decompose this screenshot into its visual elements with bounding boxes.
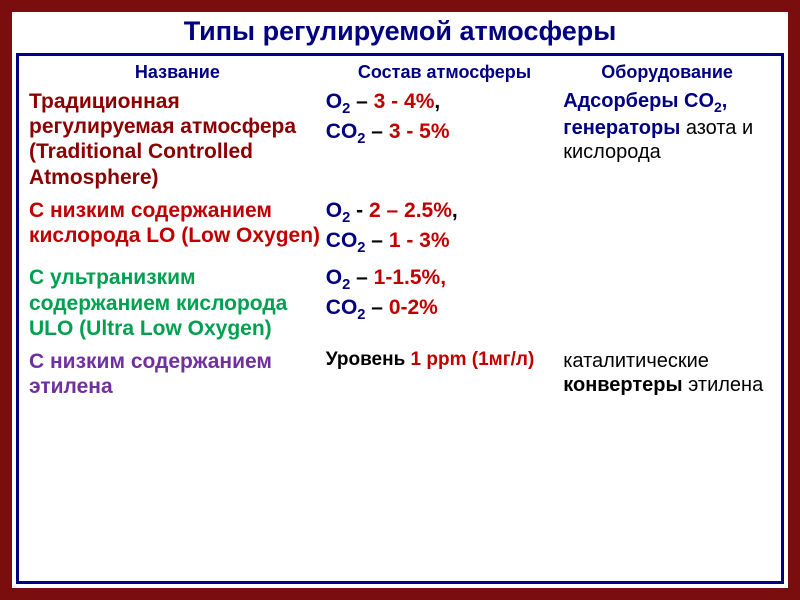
cell-composition: O2 – 1-1.5%,CO2 – 0-2% <box>326 265 563 341</box>
header-equipment: Оборудование <box>563 62 771 83</box>
cell-composition: O2 - 2 – 2.5%,CO2 – 1 - 3% <box>326 198 563 258</box>
cell-name: С ультранизким содержанием кислорода ULO… <box>29 265 326 341</box>
outer-frame: Типы регулируемой атмосферы Название Сос… <box>0 0 800 600</box>
cell-composition: Уровень 1 ppm (1мг/л) <box>326 349 563 399</box>
cell-name: Традиционная регулируемая атмосфера (Tra… <box>29 89 326 190</box>
cell-equipment: Адсорберы CO2, генераторы азота и кислор… <box>563 89 771 190</box>
table-row: С низким содержанием этиленаУровень 1 pp… <box>29 349 771 399</box>
table-body: Традиционная регулируемая атмосфера (Tra… <box>29 89 771 575</box>
table-row: Традиционная регулируемая атмосфера (Tra… <box>29 89 771 190</box>
header-composition: Состав атмосферы <box>326 62 563 83</box>
cell-equipment <box>563 265 771 341</box>
table-row: С низким содержанием кислорода LO (Low O… <box>29 198 771 258</box>
page-title: Типы регулируемой атмосферы <box>12 12 788 53</box>
table-header: Название Состав атмосферы Оборудование <box>29 62 771 89</box>
inner-frame: Название Состав атмосферы Оборудование Т… <box>16 53 784 584</box>
cell-equipment <box>563 198 771 258</box>
header-name: Название <box>29 62 326 83</box>
cell-name: С низким содержанием кислорода LO (Low O… <box>29 198 326 258</box>
cell-name: С низким содержанием этилена <box>29 349 326 399</box>
table-row: С ультранизким содержанием кислорода ULO… <box>29 265 771 341</box>
cell-composition: O2 – 3 - 4%,CO2 – 3 - 5% <box>326 89 563 190</box>
cell-equipment: каталитические конвертеры этилена <box>563 349 771 399</box>
